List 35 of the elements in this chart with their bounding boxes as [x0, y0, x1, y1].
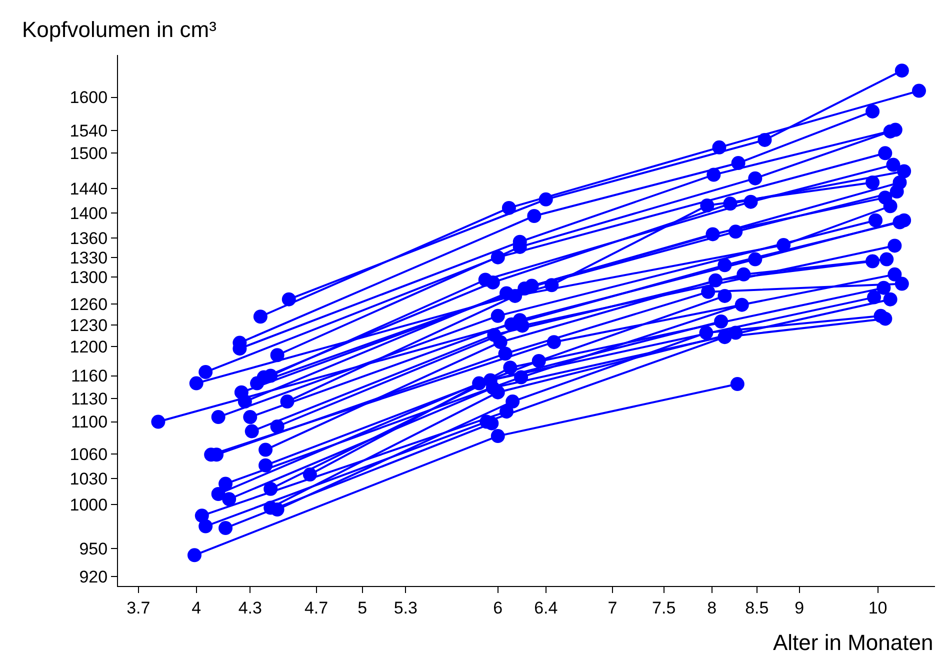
y-tick-label: 1130	[71, 389, 108, 408]
y-tick-label: 1200	[70, 337, 108, 356]
y-tick-label: 1100	[71, 412, 108, 432]
x-axis-title: Alter in Monaten	[773, 630, 934, 655]
x-tick-label: 3.7	[126, 598, 150, 618]
y-tick-label: 950	[79, 540, 108, 559]
x-tick-label: 5	[358, 598, 368, 618]
y-tick-label: 1440	[70, 179, 108, 198]
y-tick-label: 1600	[70, 88, 108, 108]
y-tick-label: 1400	[70, 204, 108, 223]
y-tick-label: 1540	[70, 121, 108, 140]
y-tick-label: 1060	[70, 444, 108, 464]
y-tick-label: 1260	[70, 295, 108, 314]
x-tick-label: 6.4	[534, 598, 558, 618]
y-tick-label: 1360	[70, 228, 108, 248]
x-tick-label: 9	[794, 598, 804, 618]
x-tick-label: 4	[192, 598, 202, 618]
x-tick-label: 4.7	[304, 598, 328, 618]
x-tick-label: 7.5	[652, 598, 676, 618]
y-axis-title: Kopfvolumen in cm³	[22, 17, 216, 42]
y-tick-label: 1500	[70, 144, 108, 164]
y-tick-label: 920	[79, 567, 108, 586]
x-tick-label: 8.5	[745, 598, 769, 618]
y-tick-label: 1160	[71, 366, 108, 386]
y-tick-label: 1300	[70, 268, 108, 288]
x-tick-label: 4.3	[238, 598, 262, 618]
x-tick-label: 8	[707, 598, 717, 618]
y-tick-label: 1030	[70, 470, 108, 489]
x-tick-label: 6	[493, 598, 503, 618]
y-tick-label: 1230	[70, 316, 108, 335]
y-tick-label: 1330	[70, 248, 108, 268]
x-tick-label: 10	[868, 598, 888, 618]
x-tick-label: 5.3	[394, 598, 418, 618]
y-tick-label: 1000	[70, 495, 108, 514]
x-tick-label: 7	[608, 598, 618, 618]
